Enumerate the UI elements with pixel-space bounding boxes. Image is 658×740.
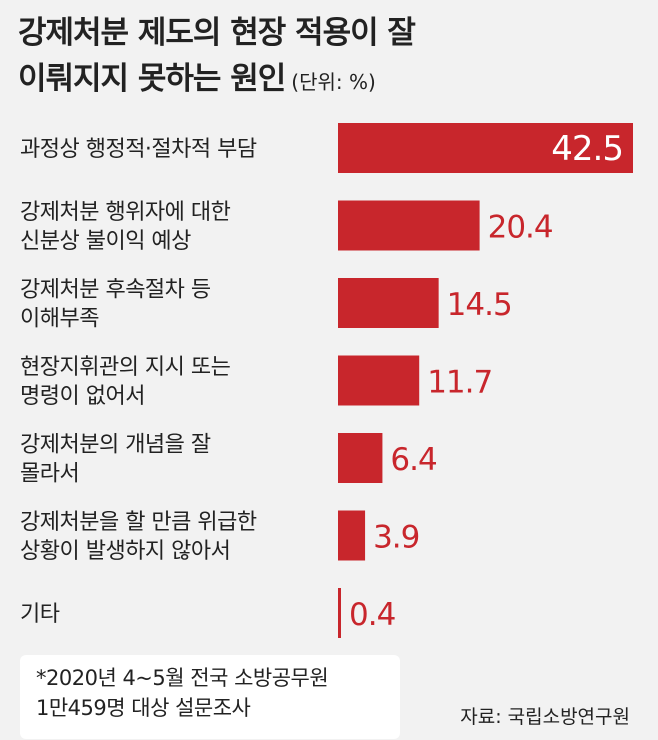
category-label-2-1: 이해부족: [20, 307, 99, 332]
category-label-5-1: 상황이 발생하지 않아서: [20, 539, 230, 564]
category-label-3-1: 명령이 없어서: [20, 384, 145, 409]
value-label-4: 6.4: [390, 442, 436, 478]
category-label-1-1: 신분상 불이익 예상: [20, 229, 191, 254]
bar-0: [338, 123, 633, 173]
bar-5: [338, 510, 366, 561]
category-label-6-0: 기타: [20, 602, 60, 627]
value-label-6: 0.4: [349, 597, 395, 633]
bar-3: [338, 355, 420, 406]
chart-title: 강제처분 제도의 현장 적용이 잘 이뤄지지 못하는 원인 (단위: %): [18, 10, 648, 105]
title-line-2: 이뤄지지 못하는 원인: [18, 61, 286, 97]
bar-6: [338, 588, 341, 638]
source-label: 자료: 국립소방연구원: [460, 706, 630, 728]
value-label-0: 42.5: [551, 129, 623, 169]
value-label-3: 11.7: [427, 365, 492, 401]
footnote-line-2: 1만459명 대상 설문조사: [36, 696, 251, 720]
value-label-1: 20.4: [488, 210, 553, 246]
value-label-2: 14.5: [447, 287, 512, 323]
unit-label: (단위: %): [291, 70, 376, 94]
category-label-0-0: 과정상 행정적·절차적 부담: [20, 137, 257, 162]
title-line-1: 강제처분 제도의 현장 적용이 잘: [18, 15, 416, 51]
category-label-2-0: 강제처분 후속절차 등: [20, 278, 211, 303]
bar-1: [338, 200, 480, 251]
bar-2: [338, 278, 439, 328]
category-label-3-0: 현장지휘관의 지시 또는: [20, 355, 231, 380]
footnote-line-1: *2020년 4~5월 전국 소방공무원: [36, 666, 329, 690]
value-label-5: 3.9: [373, 520, 419, 556]
bar-4: [338, 433, 383, 483]
category-label-1-0: 강제처분 행위자에 대한: [20, 200, 231, 225]
footnote-box: *2020년 4~5월 전국 소방공무원 1만459명 대상 설문조사: [20, 655, 400, 739]
category-label-4-0: 강제처분의 개념을 잘: [20, 433, 211, 458]
category-label-5-0: 강제처분을 할 만큼 위급한: [20, 510, 257, 535]
category-label-4-1: 몰라서: [20, 462, 79, 487]
